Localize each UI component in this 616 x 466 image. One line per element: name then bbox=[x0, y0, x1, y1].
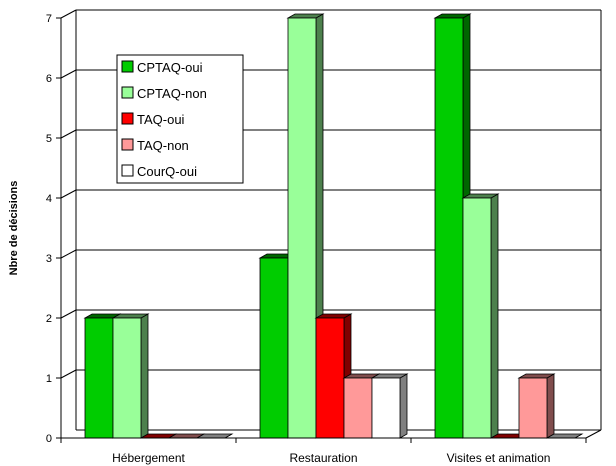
gridline-diagonal bbox=[60, 249, 77, 259]
legend-label: CPTAQ-non bbox=[137, 86, 207, 101]
bar-top bbox=[545, 433, 584, 439]
y-tick-label: 4 bbox=[46, 193, 52, 205]
gridline-diagonal bbox=[60, 189, 77, 199]
bar-front bbox=[462, 197, 492, 439]
bar-front bbox=[434, 17, 464, 439]
bar-front bbox=[518, 377, 548, 439]
legend-box bbox=[116, 54, 244, 184]
bar-side bbox=[140, 313, 149, 439]
legend-label: CPTAQ-oui bbox=[137, 60, 203, 75]
legend-item: TAQ-non bbox=[121, 138, 189, 153]
x-ticks: Hébergement Restauration Visites et animat… bbox=[60, 438, 587, 465]
legend-swatch bbox=[121, 112, 134, 125]
legend-label: CourQ-oui bbox=[137, 164, 197, 179]
bar bbox=[461, 193, 500, 439]
legend-swatch bbox=[121, 86, 134, 99]
bar-front bbox=[287, 17, 317, 439]
bar bbox=[517, 373, 556, 439]
bar bbox=[545, 433, 584, 439]
bar-front bbox=[343, 377, 373, 439]
y-tick-label: 0 bbox=[46, 433, 52, 445]
legend-item: TAQ-oui bbox=[121, 112, 185, 127]
bar-side bbox=[399, 373, 408, 439]
bar-front bbox=[315, 317, 345, 439]
x-tick-label: Visites et animation bbox=[447, 451, 551, 465]
y-tick-label: 5 bbox=[46, 133, 52, 145]
legend-swatch bbox=[121, 60, 134, 73]
y-tick-label: 3 bbox=[46, 253, 52, 265]
gridline-diagonal bbox=[60, 309, 77, 319]
bar-front bbox=[84, 317, 114, 439]
bar-front bbox=[259, 257, 289, 439]
gridline-diagonal bbox=[60, 9, 77, 19]
x-tick-label: Restauration bbox=[289, 451, 357, 465]
floor-right-edge bbox=[585, 429, 602, 439]
y-axis-label: Nbre de décisions bbox=[8, 181, 20, 276]
bar-top bbox=[517, 373, 556, 379]
legend-item: CourQ-oui bbox=[121, 164, 197, 179]
legend-item: CPTAQ-non bbox=[121, 86, 207, 101]
legend-item: CPTAQ-oui bbox=[121, 60, 203, 75]
bar-top bbox=[461, 193, 500, 199]
y-tick-label: 2 bbox=[46, 313, 52, 325]
legend-swatch bbox=[121, 164, 134, 177]
legend: CPTAQ-oui CPTAQ-non TAQ-oui TAQ-non CourQ-ou… bbox=[116, 54, 244, 184]
y-tick-label: 6 bbox=[46, 73, 52, 85]
y-tick-label: 7 bbox=[46, 13, 52, 25]
legend-label: TAQ-oui bbox=[137, 112, 185, 127]
y-tick-label: 1 bbox=[46, 373, 52, 385]
bar-top bbox=[111, 313, 150, 319]
gridline-diagonal bbox=[60, 129, 77, 139]
bar bbox=[370, 373, 409, 439]
y-axis: 0 1 2 3 4 5 6 7 Nbre de décisions bbox=[8, 13, 62, 445]
gridline-diagonal bbox=[60, 69, 77, 79]
bar-top bbox=[433, 13, 472, 19]
x-tick-label: Hébergement bbox=[112, 451, 185, 465]
bar-top bbox=[286, 13, 325, 19]
legend-swatch bbox=[121, 138, 134, 151]
legend-items: CPTAQ-oui CPTAQ-non TAQ-oui TAQ-non CourQ-ou… bbox=[121, 60, 207, 179]
bar-side bbox=[546, 373, 555, 439]
bar bbox=[111, 313, 150, 439]
bar-top bbox=[314, 313, 353, 319]
bar-top bbox=[195, 433, 234, 439]
y-ticks: 0 1 2 3 4 5 6 7 bbox=[46, 13, 61, 445]
bar-front bbox=[371, 377, 401, 439]
bar bbox=[195, 433, 234, 439]
bar-front bbox=[112, 317, 142, 439]
gridline-diagonal bbox=[60, 369, 77, 379]
bars bbox=[83, 13, 584, 439]
bar-top bbox=[370, 373, 409, 379]
legend-label: TAQ-non bbox=[137, 138, 189, 153]
x-axis: Hébergement Restauration Visites et animat… bbox=[60, 437, 587, 465]
bar-side bbox=[490, 193, 499, 439]
